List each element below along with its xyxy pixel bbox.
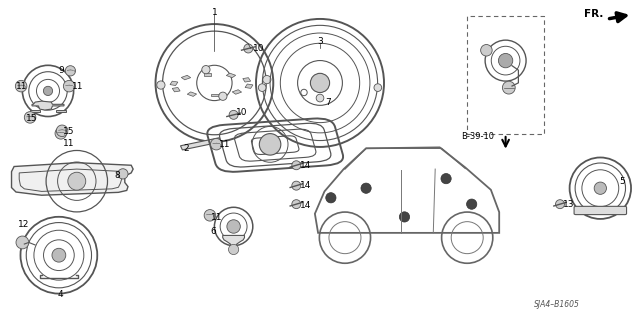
Ellipse shape	[202, 65, 210, 74]
Polygon shape	[30, 110, 40, 112]
Text: FR.: FR.	[584, 9, 603, 19]
Ellipse shape	[399, 212, 410, 222]
Bar	[227, 73, 236, 78]
Ellipse shape	[594, 182, 607, 194]
Ellipse shape	[244, 44, 253, 53]
Ellipse shape	[259, 84, 266, 92]
Ellipse shape	[259, 134, 281, 155]
Text: 10: 10	[236, 108, 247, 117]
Ellipse shape	[24, 112, 36, 123]
Ellipse shape	[556, 200, 564, 209]
Bar	[243, 78, 251, 82]
Bar	[204, 73, 211, 76]
Ellipse shape	[157, 81, 165, 89]
Ellipse shape	[211, 138, 222, 150]
Bar	[172, 87, 180, 92]
Bar	[170, 81, 178, 85]
Text: 14: 14	[300, 161, 311, 170]
Text: 4: 4	[58, 290, 63, 299]
Ellipse shape	[292, 200, 301, 209]
Ellipse shape	[44, 86, 52, 95]
Ellipse shape	[65, 66, 76, 76]
Text: 15: 15	[63, 127, 74, 136]
Ellipse shape	[227, 220, 241, 233]
Text: 14: 14	[300, 181, 311, 190]
Ellipse shape	[263, 76, 271, 84]
Ellipse shape	[68, 172, 86, 190]
Ellipse shape	[56, 125, 68, 137]
Polygon shape	[223, 235, 244, 250]
Text: 1: 1	[212, 8, 217, 17]
Ellipse shape	[219, 92, 227, 100]
Text: 11: 11	[211, 213, 223, 222]
Ellipse shape	[481, 45, 492, 56]
Text: B-39-10: B-39-10	[461, 132, 494, 141]
Bar	[188, 92, 196, 96]
Text: 11: 11	[16, 82, 28, 91]
Ellipse shape	[441, 174, 451, 184]
Bar	[211, 93, 219, 96]
Ellipse shape	[55, 128, 67, 139]
Polygon shape	[32, 101, 64, 110]
Ellipse shape	[374, 84, 381, 92]
Text: 12: 12	[18, 220, 29, 229]
Text: 8: 8	[114, 171, 120, 180]
Ellipse shape	[292, 161, 301, 170]
Text: SJA4–B1605: SJA4–B1605	[534, 300, 580, 309]
Polygon shape	[12, 163, 133, 195]
Ellipse shape	[316, 94, 324, 102]
Text: 14: 14	[300, 201, 311, 210]
Ellipse shape	[326, 193, 336, 203]
Text: 3: 3	[317, 37, 323, 46]
Ellipse shape	[63, 80, 75, 92]
Ellipse shape	[15, 80, 27, 92]
Ellipse shape	[52, 248, 66, 262]
Bar	[245, 84, 253, 88]
Ellipse shape	[467, 199, 477, 209]
Ellipse shape	[310, 73, 330, 93]
Text: 5: 5	[620, 177, 625, 186]
Ellipse shape	[228, 244, 239, 255]
FancyBboxPatch shape	[574, 206, 627, 215]
Ellipse shape	[16, 236, 29, 249]
Bar	[181, 75, 191, 80]
Polygon shape	[56, 110, 66, 112]
Polygon shape	[180, 138, 221, 150]
Text: 7: 7	[325, 98, 331, 107]
Ellipse shape	[502, 81, 515, 94]
Text: 9: 9	[58, 66, 63, 75]
Text: 6: 6	[210, 227, 216, 236]
Ellipse shape	[292, 181, 301, 190]
Text: 13: 13	[563, 200, 575, 209]
Ellipse shape	[118, 169, 128, 179]
Ellipse shape	[204, 210, 216, 221]
Bar	[232, 90, 242, 94]
Ellipse shape	[229, 110, 238, 119]
Text: 15: 15	[26, 114, 37, 123]
Text: 11: 11	[72, 82, 83, 91]
Ellipse shape	[361, 183, 371, 193]
Bar	[467, 16, 544, 134]
Text: 11: 11	[219, 140, 230, 149]
Text: 10: 10	[253, 44, 264, 53]
Text: 11: 11	[63, 139, 74, 148]
Text: 2: 2	[183, 144, 189, 153]
Ellipse shape	[499, 54, 513, 68]
